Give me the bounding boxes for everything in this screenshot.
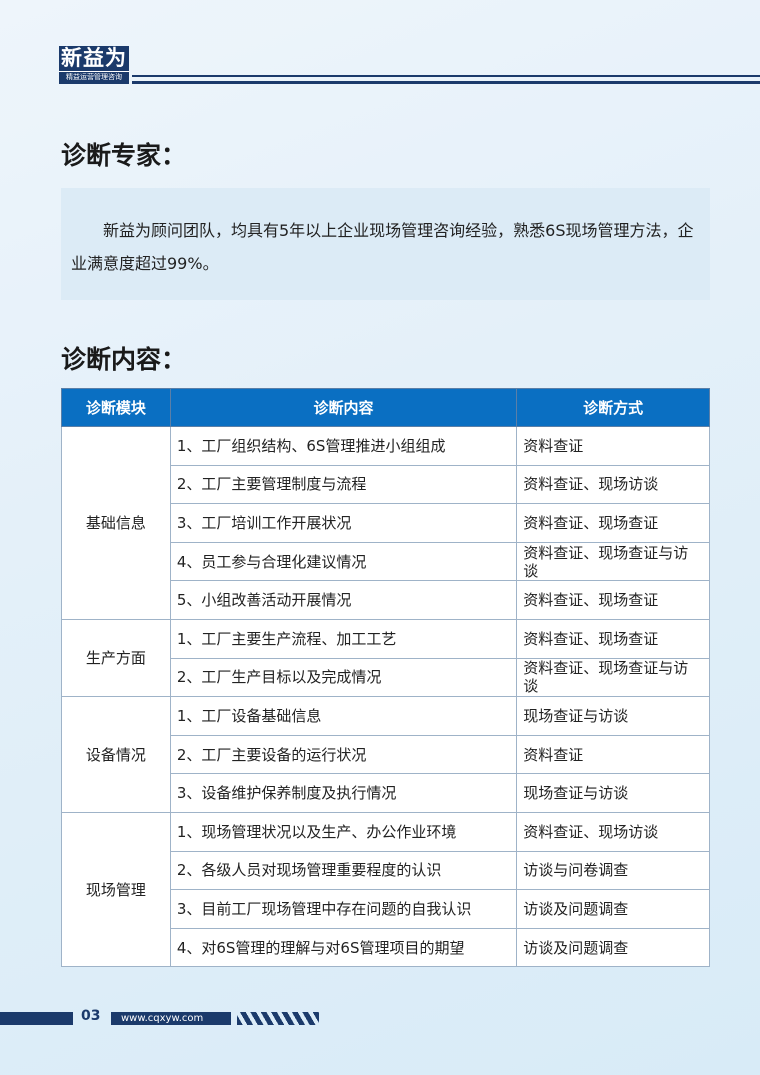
page-number: 03 xyxy=(81,1008,101,1024)
content-cell: 2、工厂主要管理制度与流程 xyxy=(169,464,518,505)
header-content: 诊断内容 xyxy=(169,388,518,427)
content-cell: 2、各级人员对现场管理重要程度的认识 xyxy=(169,850,518,891)
table-row: 5、小组改善活动开展情况 资料查证、现场查证 xyxy=(62,580,710,620)
method-cell: 资料查证、现场查证 xyxy=(516,580,710,620)
content-cell: 3、工厂培训工作开展状况 xyxy=(169,503,518,543)
content-cell: 2、工厂生产目标以及完成情况 xyxy=(169,657,518,698)
diagnosis-table: 诊断模块 诊断内容 诊断方式 基础信息 1、工厂组织结构、6S管理推进小组组成 资料… xyxy=(61,388,710,968)
table-row: 3、工厂培训工作开展状况 资料查证、现场查证 xyxy=(62,503,710,543)
content-cell: 4、员工参与合理化建议情况 xyxy=(169,541,518,582)
content-cell: 3、目前工厂现场管理中存在问题的自我认识 xyxy=(169,889,518,929)
table-row: 2、工厂主要管理制度与流程 资料查证、现场访谈 xyxy=(62,464,710,505)
section-title-experts: 诊断专家： xyxy=(61,141,187,170)
method-cell: 资料查证、现场查证与访谈 xyxy=(516,657,710,698)
table-row: 4、对6S管理的理解与对6S管理项目的期望 访谈及问题调查 xyxy=(62,927,710,968)
experts-text: 新益为顾问团队，均具有5年以上企业现场管理咨询经验，熟悉6S现场管理方法，企业满… xyxy=(71,221,694,273)
experts-intro: 新益为顾问团队，均具有5年以上企业现场管理咨询经验，熟悉6S现场管理方法，企业满… xyxy=(61,188,710,300)
header-method: 诊断方式 xyxy=(516,388,710,427)
logo: 新益为 精益运营管理咨询 xyxy=(59,46,129,84)
table-row: 2、工厂生产目标以及完成情况 资料查证、现场查证与访谈 xyxy=(62,657,710,698)
method-cell: 现场查证与访谈 xyxy=(516,696,710,736)
method-cell: 资料查证 xyxy=(516,426,710,466)
module-cell: 生产方面 xyxy=(61,618,171,698)
content-cell: 1、工厂设备基础信息 xyxy=(169,696,518,736)
footer-url[interactable]: www.cqxyw.com xyxy=(111,1012,231,1025)
method-cell: 访谈及问题调查 xyxy=(516,889,710,929)
content-cell: 2、工厂主要设备的运行状况 xyxy=(169,734,518,775)
module-cell: 基础信息 xyxy=(61,426,171,620)
method-cell: 资料查证、现场访谈 xyxy=(516,811,710,852)
method-cell: 访谈与问卷调查 xyxy=(516,850,710,891)
table-row: 设备情况 1、工厂设备基础信息 现场查证与访谈 xyxy=(61,696,710,813)
content-cell: 3、设备维护保养制度及执行情况 xyxy=(169,773,518,813)
method-cell: 访谈及问题调查 xyxy=(516,927,710,968)
footer-bar xyxy=(0,1012,73,1025)
content-cell: 1、工厂组织结构、6S管理推进小组组成 xyxy=(169,426,518,466)
content-cell: 5、小组改善活动开展情况 xyxy=(169,580,518,620)
table-row: 3、设备维护保养制度及执行情况 现场查证与访谈 xyxy=(62,773,710,813)
footer-stripes xyxy=(237,1012,319,1025)
method-cell: 资料查证、现场查证与访谈 xyxy=(516,541,710,582)
table-row: 基础信息 1、工厂组织结构、6S管理推进小组组成 资料查证 xyxy=(61,426,710,620)
module-cell: 设备情况 xyxy=(61,696,171,813)
content-cell: 1、工厂主要生产流程、加工工艺 xyxy=(169,618,518,659)
table-row: 生产方面 1、工厂主要生产流程、加工工艺 资料查证、现场查证 xyxy=(61,618,710,698)
content-cell: 4、对6S管理的理解与对6S管理项目的期望 xyxy=(169,927,518,968)
method-cell: 资料查证、现场查证 xyxy=(516,503,710,543)
method-cell: 现场查证与访谈 xyxy=(516,773,710,813)
content-cell: 1、现场管理状况以及生产、办公作业环境 xyxy=(169,811,518,852)
method-cell: 资料查证、现场查证 xyxy=(516,618,710,659)
logo-tagline: 精益运营管理咨询 xyxy=(59,71,129,82)
table-row: 现场管理 1、现场管理状况以及生产、办公作业环境 资料查证、现场访谈 xyxy=(61,811,710,968)
method-cell: 资料查证 xyxy=(516,734,710,775)
table-row: 4、员工参与合理化建议情况 资料查证、现场查证与访谈 xyxy=(62,541,710,582)
logo-name: 新益为 xyxy=(61,46,127,70)
table-row: 2、工厂主要设备的运行状况 资料查证 xyxy=(62,734,710,775)
section-title-content: 诊断内容： xyxy=(61,345,187,374)
header-divider xyxy=(132,75,760,77)
header-module: 诊断模块 xyxy=(61,388,171,427)
module-cell: 现场管理 xyxy=(61,811,171,968)
table-row: 2、各级人员对现场管理重要程度的认识 访谈与问卷调查 xyxy=(62,850,710,891)
header-divider xyxy=(132,81,760,84)
method-cell: 资料查证、现场访谈 xyxy=(516,464,710,505)
table-row: 3、目前工厂现场管理中存在问题的自我认识 访谈及问题调查 xyxy=(62,889,710,929)
